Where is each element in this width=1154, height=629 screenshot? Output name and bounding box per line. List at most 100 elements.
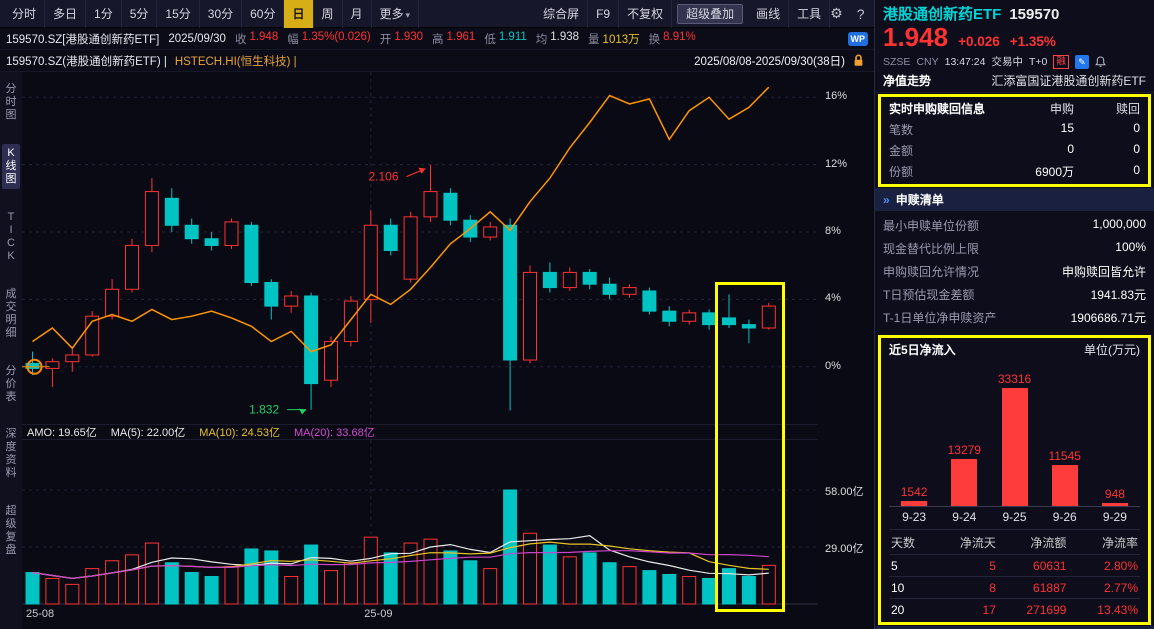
- realtime-label-金额: 金额: [889, 144, 914, 158]
- netflow-table-header-row: 天数 净流天 净流额 净流率: [889, 529, 1140, 555]
- netflow-row: 20 17 271699 13.43%: [889, 598, 1140, 620]
- y-axis-labels: 16% 12% 8% 4% 0% 58.00亿 29.00亿: [818, 72, 874, 629]
- toolbar-button-5分[interactable]: 5分: [122, 0, 158, 28]
- overlay-symbols: 159570.SZ(港股通创新药ETF) | HSTECH.HI(恒生科技) |: [6, 53, 297, 69]
- field-幅: 幅 1.35%(0.026): [287, 30, 371, 46]
- basic-info-header[interactable]: » 基本资料: [875, 626, 1154, 629]
- amo-item-0: AMO: 19.65亿: [27, 427, 97, 439]
- vol-tick-29.00亿: 29.00亿: [825, 543, 864, 555]
- toolbar-button-60分[interactable]: 60分: [242, 0, 285, 28]
- toolbar-button-15分[interactable]: 15分: [157, 0, 200, 28]
- toolbar-button-综合屏[interactable]: 综合屏: [535, 0, 589, 28]
- realtime-grid: 实时申购赎回信息 申购 赎回 笔数 15 0 金额 0 0 份额 6900万 0: [889, 100, 1140, 180]
- price-change: +0.026: [958, 34, 1000, 49]
- sidebar-item-分价表[interactable]: 分价表: [5, 364, 17, 403]
- realtime-label-份额: 份额: [889, 165, 914, 179]
- realtime-份额-buy: 6900万: [1035, 165, 1074, 179]
- x-tick-25-09: 25-09: [364, 608, 393, 620]
- edit-icon[interactable]: ✎: [1074, 54, 1089, 69]
- quote-header: 港股通创新药ETF 159570 1.948 +0.026 +1.35% SZS…: [875, 0, 1154, 70]
- netflow-th-净流率: 净流率: [1068, 529, 1140, 555]
- vol-tick-58.00亿: 58.00亿: [825, 486, 864, 498]
- netflow-cell: 61887: [997, 576, 1069, 599]
- daily-info-bar: 159570.SZ[港股通创新药ETF] 2025/09/30 收 1.948 幅 1…: [0, 28, 874, 50]
- field-收: 收 1.948: [234, 30, 279, 46]
- field-低: 低 1.911: [484, 30, 527, 46]
- currency-label: CNY: [916, 55, 939, 68]
- toolbar-button-日[interactable]: 日: [284, 0, 314, 28]
- sidebar-item-深度资料[interactable]: 深度资料: [5, 428, 17, 480]
- subscribe-list: 最小申赎单位份额 1,000,000 现金替代比例上限 100% 申购赎回允许情况 申购赎…: [875, 211, 1154, 333]
- toolbar-button-分时[interactable]: 分时: [4, 0, 46, 28]
- volume-chart[interactable]: [22, 440, 818, 605]
- amo-item-3: MA(20): 33.68亿: [294, 427, 375, 439]
- toolbar-button-画线[interactable]: 画线: [748, 0, 790, 28]
- netflow-date: 9-29: [1102, 510, 1127, 524]
- netflow-bar: [901, 501, 928, 506]
- overlay-symbol-1: HSTECH.HI(恒生科技) |: [174, 55, 297, 68]
- toolbar-button-不复权[interactable]: 不复权: [619, 0, 673, 28]
- nav-trend-label[interactable]: 净值走势: [883, 74, 932, 88]
- sidebar-item-成交明细[interactable]: 成交明细: [5, 287, 17, 339]
- toolbar-button-月[interactable]: 月: [343, 0, 372, 28]
- sidebar-item-分时图[interactable]: 分时图: [5, 83, 17, 121]
- trading-status: 交易中: [991, 56, 1023, 68]
- netflow-bar: [951, 459, 978, 506]
- realtime-金额-sell: 0: [1133, 142, 1140, 156]
- netflow-row: 10 8 61887 2.77%: [889, 576, 1140, 599]
- gear-icon[interactable]: ⚙: [830, 5, 843, 21]
- toolbar-button-超级叠加[interactable]: 超级叠加: [677, 3, 744, 24]
- toolbar-button-周[interactable]: 周: [314, 0, 343, 28]
- amo-item-2: MA(10): 24.53亿: [199, 427, 280, 439]
- netflow-bar: [1101, 503, 1128, 506]
- sidebar-item-超级复盘[interactable]: 超级复盘: [5, 505, 17, 557]
- symbol-label: 159570.SZ[港股通创新药ETF]: [6, 33, 160, 46]
- subscribe-row: T日预估现金差额 1941.83元: [883, 288, 1146, 302]
- netflow-cell: 60631: [997, 554, 1069, 577]
- netflow-cell: 5: [889, 554, 934, 577]
- wp-badge[interactable]: WP: [847, 31, 868, 46]
- netflow-cell: 8: [933, 576, 998, 599]
- toolbar-button-多日[interactable]: 多日: [45, 0, 87, 28]
- overlay-info-bar: 159570.SZ(港股通创新药ETF) | HSTECH.HI(恒生科技) | …: [0, 50, 874, 72]
- field-量: 量 1013万: [588, 33, 640, 46]
- realtime-col-申购: 申购: [1049, 102, 1074, 116]
- quote-panel: 港股通创新药ETF 159570 1.948 +0.026 +1.35% SZS…: [874, 0, 1154, 629]
- subscribe-list-header[interactable]: » 申赎清单: [875, 188, 1154, 211]
- netflow-title[interactable]: 近5日净流入: [889, 343, 956, 357]
- netflow-date: 9-23: [902, 510, 927, 524]
- subscribe-list-title: 申赎清单: [895, 193, 944, 207]
- toolbar-button-F9[interactable]: F9: [588, 0, 620, 28]
- netflow-cell: 13.43%: [1068, 598, 1140, 620]
- netflow-cell: 2.77%: [1068, 576, 1140, 599]
- netflow-th-净流天: 净流天: [933, 529, 998, 555]
- netflow-cell: 2.80%: [1068, 554, 1140, 577]
- svg-text:1.832: 1.832: [249, 403, 279, 417]
- price-change-pct: +1.35%: [1009, 34, 1056, 49]
- overlay-symbol-0: 159570.SZ(港股通创新药ETF) |: [6, 55, 167, 68]
- kline-chart[interactable]: 2.106 1.832: [22, 72, 818, 424]
- toolbar-button-更多[interactable]: 更多 ▾: [372, 0, 420, 28]
- help-icon[interactable]: ?: [856, 5, 865, 22]
- quote-fields: 收 1.948 幅 1.35%(0.026) 开 1.930 高 1.961 低 1.911 均 1.…: [235, 31, 705, 47]
- netflow-date: 9-25: [1002, 510, 1027, 524]
- t0-badge: T+0: [1028, 55, 1048, 68]
- date-range-label: 2025/08/08-2025/09/30(38日): [694, 55, 845, 68]
- netflow-box: 近5日净流入 单位(万元) 1542 13279 33316 11545 948 9-2…: [878, 335, 1151, 625]
- netflow-cell: 5: [933, 554, 998, 577]
- realtime-col-赎回: 赎回: [1115, 102, 1140, 116]
- lock-icon[interactable]: [853, 54, 864, 67]
- toolbar-button-工具[interactable]: 工具: [789, 0, 831, 28]
- bell-icon[interactable]: [1095, 55, 1106, 68]
- netflow-bar-chart: 1542 13279 33316 11545 948: [889, 358, 1140, 506]
- nav-section-row: 净值走势 汇添富国证港股通创新药ETF: [875, 70, 1154, 93]
- last-price: 1.948: [883, 22, 949, 52]
- toolbar: 分时 多日 1分 5分 15分 30分 60分日周月更多 ▾ 综合屏 F9 不复权 超级叠加 画线 工具 …: [0, 0, 886, 28]
- dropdown-caret-icon: ▾: [405, 9, 411, 20]
- section-arrow-icon: »: [883, 192, 890, 207]
- toolbar-button-30分[interactable]: 30分: [200, 0, 243, 28]
- toolbar-button-1分[interactable]: 1分: [86, 0, 122, 28]
- x-axis-labels: 25-08 25-09: [22, 605, 818, 625]
